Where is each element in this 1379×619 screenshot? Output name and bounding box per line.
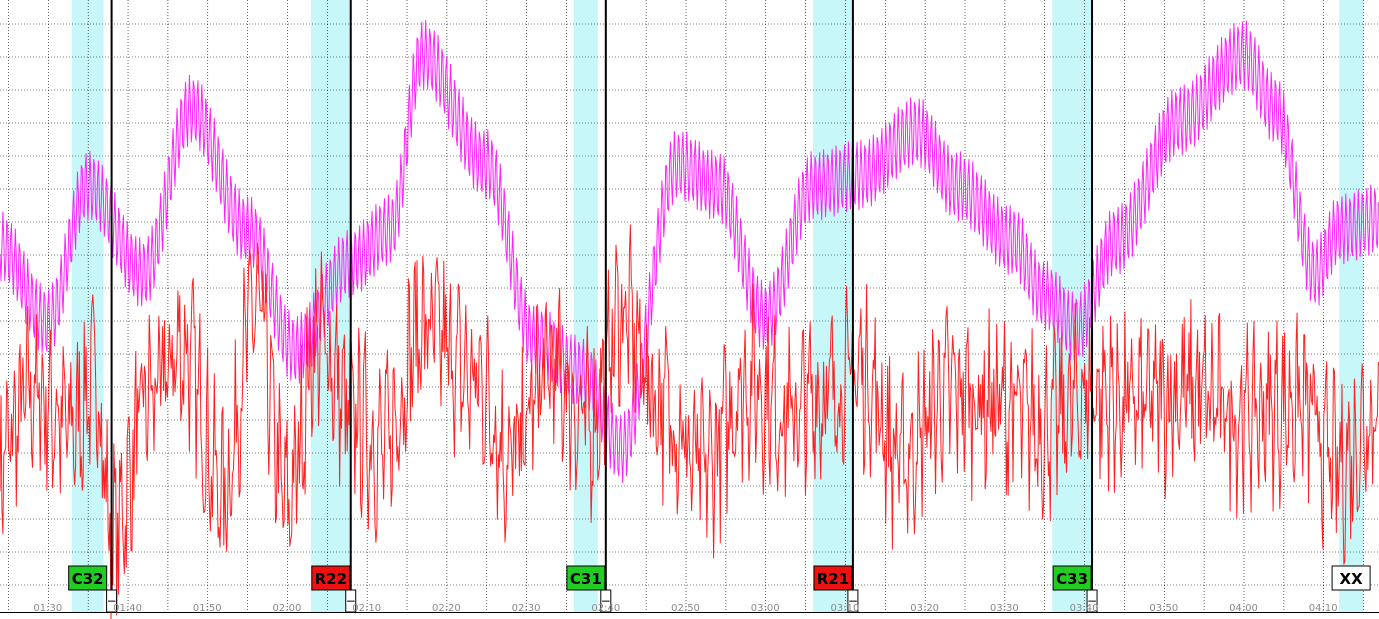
event-tag-box[interactable] <box>1331 565 1371 591</box>
marker-minus-label: − <box>848 594 858 608</box>
marker-minus-label: − <box>346 594 356 608</box>
event-tag-box[interactable] <box>1052 565 1092 591</box>
x-tick-label: 03:40 <box>1070 603 1099 614</box>
event-tag-box[interactable] <box>311 565 351 591</box>
x-tick-label: 04:10 <box>1309 603 1338 614</box>
x-tick-label: 01:30 <box>33 603 62 614</box>
event-tag-label: R21 <box>817 570 849 588</box>
event-tag-xx[interactable]: XX <box>1331 565 1371 591</box>
marker-handle[interactable] <box>600 589 612 613</box>
event-tags: C32 R22 C31 R21 C33 XX <box>68 565 1371 591</box>
highlight-band <box>71 0 104 612</box>
x-tick-label: 03:00 <box>751 603 780 614</box>
x-tick-label: 03:30 <box>990 603 1019 614</box>
marker-handle[interactable] <box>106 589 118 613</box>
highlight-band <box>1339 0 1364 612</box>
event-tag-r22[interactable]: R22 <box>311 565 351 591</box>
series-layer <box>0 20 1379 619</box>
x-tick-label: 02:20 <box>432 603 461 614</box>
x-tick-label: 02:30 <box>512 603 541 614</box>
event-tag-c31[interactable]: C31 <box>566 565 606 591</box>
x-tick-label: 02:50 <box>671 603 700 614</box>
series-line-red <box>0 224 1379 619</box>
x-tick-label: 03:50 <box>1149 603 1178 614</box>
x-tick-label: 01:50 <box>193 603 222 614</box>
x-tick-label: 03:10 <box>831 603 860 614</box>
event-tag-label: C31 <box>570 570 602 588</box>
series-line-magenta <box>0 20 1379 484</box>
x-axis-ticks: 01:30 01:40 01:50 02:00 02:10 02:20 02:30 02:40… <box>33 603 1337 614</box>
event-tag-box[interactable] <box>813 565 853 591</box>
marker-minus-label: − <box>1087 594 1097 608</box>
event-markers: − − − − − <box>106 0 1098 613</box>
x-tick-label: 03:20 <box>910 603 939 614</box>
x-tick-label: 02:40 <box>591 603 620 614</box>
event-tag-r21[interactable]: R21 <box>813 565 853 591</box>
x-tick-label: 02:10 <box>352 603 381 614</box>
x-tick-label: 01:40 <box>113 603 142 614</box>
event-tag-box[interactable] <box>566 565 606 591</box>
event-tag-box[interactable] <box>68 565 108 591</box>
marker-handle[interactable] <box>847 589 859 613</box>
event-tag-label: C33 <box>1056 570 1088 588</box>
event-tag-label: R22 <box>315 570 347 588</box>
x-tick-label: 04:00 <box>1229 603 1258 614</box>
highlight-band <box>573 0 598 612</box>
marker-minus-label: − <box>601 594 611 608</box>
x-tick-label: 02:00 <box>273 603 302 614</box>
event-tag-c32[interactable]: C32 <box>68 565 108 591</box>
marker-minus-label: − <box>107 594 117 608</box>
event-tag-label: XX <box>1340 570 1364 588</box>
event-tag-label: C32 <box>72 570 104 588</box>
marker-handle[interactable] <box>345 589 357 613</box>
event-tag-c33[interactable]: C33 <box>1052 565 1092 591</box>
marker-handle[interactable] <box>1086 589 1098 613</box>
